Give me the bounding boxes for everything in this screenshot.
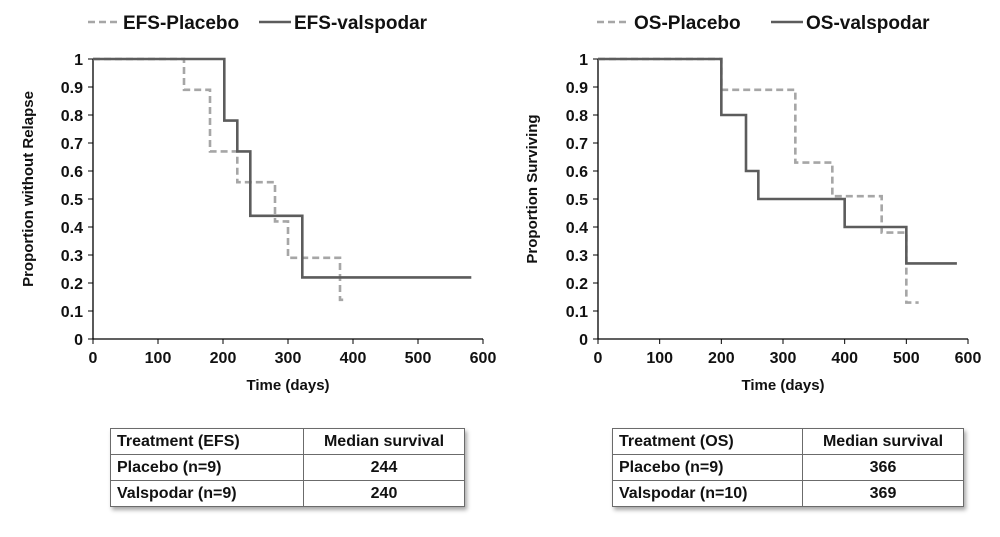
chart-1-y-tick-label: 0.3 bbox=[566, 248, 588, 265]
chart-1-y-tick-label: 0 bbox=[579, 332, 588, 349]
chart-1-x-tick-label: 500 bbox=[893, 350, 920, 367]
os-median-table: Treatment (OS) Median survival Placebo (… bbox=[612, 428, 964, 507]
chart-1-y-tick-label: 0.1 bbox=[566, 304, 588, 321]
chart-0-x-axis-label: Time (days) bbox=[246, 377, 329, 394]
chart-0-y-tick-label: 0.2 bbox=[61, 276, 83, 293]
chart-0-series-placebo-line bbox=[93, 57, 344, 302]
chart-0-legend-label: EFS-valspodar bbox=[294, 13, 428, 34]
chart-0-y-tick-label: 0.7 bbox=[61, 136, 83, 153]
chart-1-y-tick-label: 0.5 bbox=[566, 192, 588, 209]
table-cell-median: 244 bbox=[303, 454, 465, 481]
chart-0-y-tick-label: 0 bbox=[74, 332, 83, 349]
table-header-row: Treatment (EFS) Median survival bbox=[110, 428, 465, 455]
chart-1-legend-label: OS-Placebo bbox=[634, 13, 741, 34]
chart-0-x-tick-label: 300 bbox=[275, 350, 302, 367]
chart-0-y-tick-label: 0.1 bbox=[61, 304, 83, 321]
chart-0-y-tick-label: 0.5 bbox=[61, 192, 83, 209]
table-row: Valspodar (n=9) 240 bbox=[110, 480, 465, 507]
chart-0-x-tick-label: 100 bbox=[145, 350, 172, 367]
chart-1-series-valspodar-line bbox=[598, 57, 957, 265]
chart-1-x-tick-label: 0 bbox=[594, 350, 603, 367]
table-cell-median: 240 bbox=[303, 480, 465, 507]
chart-0-y-tick-label: 0.3 bbox=[61, 248, 83, 265]
chart-0-y-tick-label: 0.6 bbox=[61, 164, 83, 181]
chart-1-x-tick-label: 400 bbox=[831, 350, 858, 367]
chart-1-x-tick-label: 600 bbox=[955, 350, 982, 367]
table-cell-treatment: Placebo (n=9) bbox=[612, 454, 803, 481]
table-cell-treatment: Placebo (n=9) bbox=[110, 454, 304, 481]
chart-0-y-tick-label: 0.8 bbox=[61, 108, 83, 125]
chart-0-series-valspodar-line bbox=[93, 57, 472, 279]
efs-median-table: Treatment (EFS) Median survival Placebo … bbox=[110, 428, 465, 507]
table-header-median: Median survival bbox=[802, 428, 964, 455]
table-cell-median: 369 bbox=[802, 480, 964, 507]
chart-1-x-axis-label: Time (days) bbox=[741, 377, 824, 394]
chart-0-y-axis-label: Proportion without Relapse bbox=[20, 91, 37, 287]
chart-1-y-tick-label: 0.4 bbox=[566, 220, 588, 237]
chart-0-x-tick-label: 500 bbox=[405, 350, 432, 367]
chart-0-x-tick-label: 400 bbox=[340, 350, 367, 367]
chart-1-y-tick-label: 0.7 bbox=[566, 136, 588, 153]
chart-1-y-tick-label: 1 bbox=[579, 52, 588, 69]
chart-1-y-tick-label: 0.6 bbox=[566, 164, 588, 181]
table-header-treatment: Treatment (EFS) bbox=[110, 428, 304, 455]
table-row: Placebo (n=9) 244 bbox=[110, 454, 465, 481]
table-header-treatment: Treatment (OS) bbox=[612, 428, 803, 455]
chart-0-x-tick-label: 0 bbox=[89, 350, 98, 367]
chart-1-y-tick-label: 0.9 bbox=[566, 80, 588, 97]
table-header-row: Treatment (OS) Median survival bbox=[612, 428, 964, 455]
table-cell-treatment: Valspodar (n=9) bbox=[110, 480, 304, 507]
chart-1-x-tick-label: 100 bbox=[646, 350, 673, 367]
chart-0-y-tick-label: 0.4 bbox=[61, 220, 83, 237]
table-header-median: Median survival bbox=[303, 428, 465, 455]
chart-1-y-tick-label: 0.2 bbox=[566, 276, 588, 293]
table-cell-median: 366 bbox=[802, 454, 964, 481]
table-row: Valspodar (n=10) 369 bbox=[612, 480, 964, 507]
chart-1-x-tick-label: 200 bbox=[708, 350, 735, 367]
chart-0-x-tick-label: 600 bbox=[470, 350, 497, 367]
table-row: Placebo (n=9) 366 bbox=[612, 454, 964, 481]
chart-1-legend-label: OS-valspodar bbox=[806, 13, 930, 34]
chart-1-y-tick-label: 0.8 bbox=[566, 108, 588, 125]
chart-0-x-tick-label: 200 bbox=[210, 350, 237, 367]
chart-0-y-tick-label: 0.9 bbox=[61, 80, 83, 97]
table-cell-treatment: Valspodar (n=10) bbox=[612, 480, 803, 507]
chart-1-x-tick-label: 300 bbox=[770, 350, 797, 367]
chart-0-legend-label: EFS-Placebo bbox=[123, 13, 239, 34]
chart-0-y-tick-label: 1 bbox=[74, 52, 83, 69]
chart-1-y-axis-label: Proportion Surviving bbox=[524, 114, 541, 263]
